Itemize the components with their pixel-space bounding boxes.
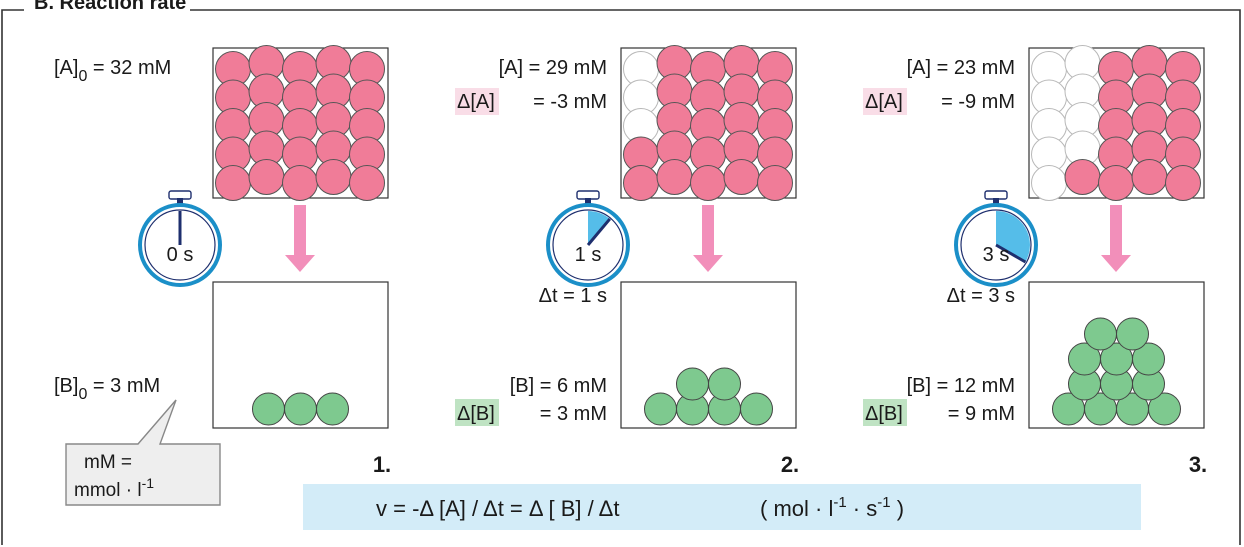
stopwatch-crown-icon — [984, 190, 1008, 200]
formula-units: ( mol · l-1 · s-1 ) — [760, 494, 904, 521]
reaction-arrow — [285, 205, 315, 272]
stopwatch-stem-icon — [177, 198, 183, 204]
reactant-concentration: [A] = 23 mM — [907, 57, 1015, 79]
product-molecule — [1116, 317, 1149, 351]
reactant-molecule — [349, 165, 385, 201]
delta-a-highlight — [863, 88, 907, 115]
reactant-molecule — [1165, 165, 1201, 201]
reactant-molecule — [690, 165, 726, 201]
unit-callout: mM =mmol · l-1 — [65, 399, 221, 506]
reactant-molecule — [315, 159, 352, 195]
reactant-molecule — [1098, 165, 1134, 201]
stopwatch-time-label: 1 s — [575, 244, 602, 266]
stopwatch-stem-icon — [585, 198, 591, 204]
reactant-concentration: [A] = 29 mM — [499, 57, 607, 79]
reactant-initial-concentration: [A]0 = 32 mM — [54, 57, 171, 85]
product-concentration: [B] = 12 mM — [907, 375, 1015, 397]
product-molecule — [708, 367, 741, 401]
product-molecule — [740, 392, 773, 426]
figure-title: B. Reaction rate — [30, 0, 191, 15]
product-molecule — [1084, 317, 1117, 351]
stopwatch-dial — [552, 209, 624, 281]
product-molecule — [644, 392, 677, 426]
stopwatch-crown-icon — [168, 190, 192, 200]
rate-formula: v = -Δ [A] / Δt = Δ [ B] / Δt ( mol · l-1… — [303, 484, 1141, 530]
reactant-molecule — [623, 165, 659, 201]
callout-bubble — [65, 399, 221, 506]
consumed-molecule — [1031, 165, 1067, 201]
panel-number: 2. — [781, 452, 799, 477]
product-molecule — [1132, 342, 1165, 376]
delta-a-label: Δ[A] — [865, 91, 903, 113]
stopwatch-dial — [960, 209, 1032, 281]
reactant-molecule — [1064, 159, 1101, 195]
delta-b-value: = 3 mM — [540, 403, 607, 425]
delta-a-highlight — [455, 88, 499, 115]
frame-border — [1, 9, 1241, 545]
panel-number: 1. — [373, 452, 391, 477]
callout-line2: mmol · l-1 — [74, 475, 154, 501]
stopwatch-stem-icon — [993, 198, 999, 204]
product-molecule — [676, 367, 709, 401]
product-initial-concentration: [B]0 = 3 mM — [54, 375, 160, 403]
delta-b-label: Δ[B] — [457, 403, 495, 425]
reactant-molecule — [757, 165, 793, 201]
stopwatch-time-label: 3 s — [983, 244, 1010, 266]
product-molecule — [316, 392, 349, 426]
product-molecule — [284, 392, 317, 426]
delta-a-value: = -3 mM — [533, 91, 607, 113]
stopwatch-time-label: 0 s — [167, 244, 194, 266]
callout-line1: mM = — [84, 452, 132, 473]
reactant-molecule — [282, 165, 318, 201]
reactant-molecule — [656, 159, 693, 195]
delta-b-highlight — [455, 399, 499, 426]
reactant-molecule — [215, 165, 251, 201]
delta-a-value: = -9 mM — [941, 91, 1015, 113]
stopwatch-crown-icon — [576, 190, 600, 200]
formula-background — [303, 484, 1141, 530]
panel-2: 1 s [A] = 29 mMΔ[A] = -3 mM Δt = 1 s [B] = 6… — [455, 45, 799, 477]
stopwatch-dial — [144, 209, 216, 281]
panel-1: 0 s [A]0 = 32 mM [B]0 = 3 mM 1. — [54, 45, 391, 477]
panel-3: 3 s [A] = 23 mMΔ[A] = -9 mM Δt = 3 s [B] = 1… — [863, 45, 1207, 477]
delta-b-label: Δ[B] — [865, 403, 903, 425]
reactant-molecule — [723, 159, 760, 195]
delta-a-label: Δ[A] — [457, 91, 495, 113]
reaction-arrow — [693, 205, 723, 272]
product-molecule — [1148, 392, 1181, 426]
formula-equation: v = -Δ [A] / Δt = Δ [ B] / Δt — [376, 496, 619, 521]
panel-number: 3. — [1189, 452, 1207, 477]
reactant-molecule — [248, 159, 285, 195]
stopwatch-hand — [995, 243, 1027, 264]
reactant-molecule — [1131, 159, 1168, 195]
delta-b-highlight — [863, 399, 907, 426]
product-molecule — [252, 392, 285, 426]
reaction-arrow — [1101, 205, 1131, 272]
product-concentration: [B] = 6 mM — [510, 375, 607, 397]
delta-b-value: = 9 mM — [948, 403, 1015, 425]
stopwatch-hand — [586, 217, 612, 246]
delta-t-label: Δt = 1 s — [539, 285, 607, 307]
delta-t-label: Δt = 3 s — [947, 285, 1015, 307]
